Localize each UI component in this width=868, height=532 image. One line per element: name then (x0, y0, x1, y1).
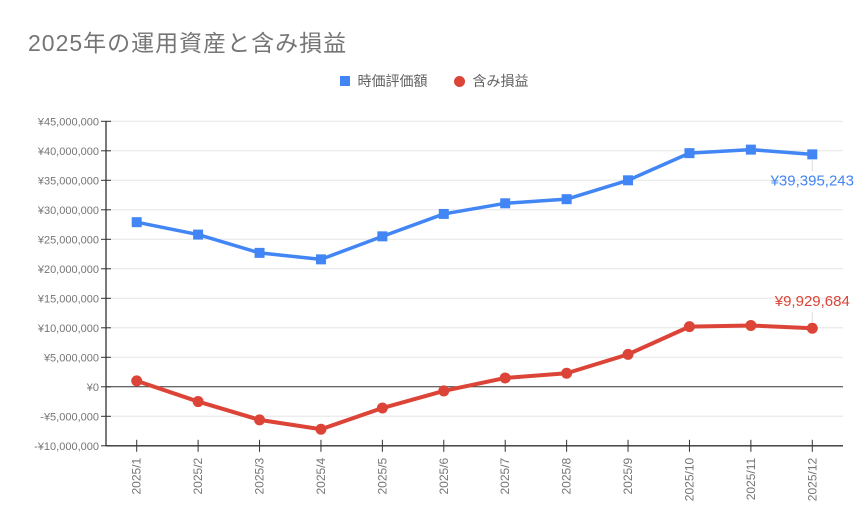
x-axis-label: 2025/8 (560, 457, 574, 494)
data-point-square[interactable] (315, 254, 326, 265)
data-point-circle[interactable] (131, 375, 143, 387)
data-point-square[interactable] (745, 144, 756, 155)
x-axis-label: 2025/6 (437, 457, 451, 494)
data-point-circle[interactable] (745, 319, 757, 331)
data-point-square[interactable] (438, 208, 449, 219)
data-point-square[interactable] (561, 194, 572, 205)
y-axis-label: ¥15,000,000 (37, 293, 99, 305)
legend-item-unrealized-pl[interactable]: 含み損益 (453, 71, 529, 91)
data-point-square[interactable] (377, 231, 388, 242)
x-axis-label: 2025/12 (805, 457, 819, 501)
legend-label-unrealized-pl: 含み損益 (472, 73, 529, 89)
series-line-1 (134, 323, 815, 432)
legend-circle-swatch-icon (453, 75, 465, 87)
data-point-circle[interactable] (192, 396, 204, 408)
y-axis-label: ¥20,000,000 (37, 264, 99, 276)
data-point-circle[interactable] (561, 367, 573, 379)
data-point-square[interactable] (500, 198, 511, 209)
series-line-0 (134, 147, 815, 262)
y-axis-label: ¥10,000,000 (37, 323, 99, 335)
x-axis-label: 2025/2 (191, 457, 205, 494)
x-axis-label: 2025/3 (253, 457, 267, 494)
x-axis-label: 2025/11 (744, 457, 758, 500)
y-axis-label: ¥0 (86, 382, 99, 394)
x-axis-label: 2025/10 (682, 457, 696, 501)
data-point-circle[interactable] (622, 348, 634, 360)
last-value-annotation: ¥39,395,243 (770, 172, 854, 189)
y-axis-label: ¥5,000,000 (43, 352, 99, 364)
data-point-square[interactable] (193, 229, 204, 240)
data-point-circle[interactable] (376, 402, 388, 414)
y-axis-label: -¥10,000,000 (34, 441, 99, 453)
data-point-square[interactable] (807, 149, 818, 160)
y-axis-label: ¥30,000,000 (37, 205, 99, 217)
y-axis-label: -¥5,000,000 (40, 411, 99, 423)
legend-label-market-value: 時価評価額 (357, 73, 428, 89)
y-axis-label: ¥25,000,000 (37, 234, 99, 246)
x-axis-label: 2025/7 (498, 457, 512, 494)
last-value-annotation: ¥9,929,684 (774, 293, 850, 310)
legend-square-swatch-icon (339, 76, 350, 86)
data-point-circle[interactable] (806, 322, 818, 334)
data-point-square[interactable] (254, 247, 265, 258)
data-point-circle[interactable] (254, 414, 266, 426)
legend-item-market-value[interactable]: 時価評価額 (339, 71, 428, 91)
y-axis-label: ¥40,000,000 (37, 146, 99, 158)
data-point-circle[interactable] (315, 423, 327, 435)
legend: 時価評価額 含み損益 (0, 72, 868, 90)
y-axis-label: ¥35,000,000 (37, 175, 99, 187)
x-axis-label: 2025/4 (314, 457, 328, 494)
data-point-square[interactable] (623, 175, 634, 186)
data-point-circle[interactable] (683, 321, 695, 333)
x-axis-label: 2025/1 (130, 457, 144, 494)
y-axis-label: ¥45,000,000 (37, 116, 99, 128)
x-axis-label: 2025/9 (621, 457, 635, 494)
data-point-square[interactable] (131, 217, 142, 228)
data-point-square[interactable] (684, 148, 695, 159)
data-point-circle[interactable] (499, 372, 511, 384)
chart-title: 2025年の運用資産と含み損益 (28, 30, 348, 56)
data-point-circle[interactable] (438, 385, 450, 397)
x-axis-label: 2025/5 (375, 457, 389, 494)
